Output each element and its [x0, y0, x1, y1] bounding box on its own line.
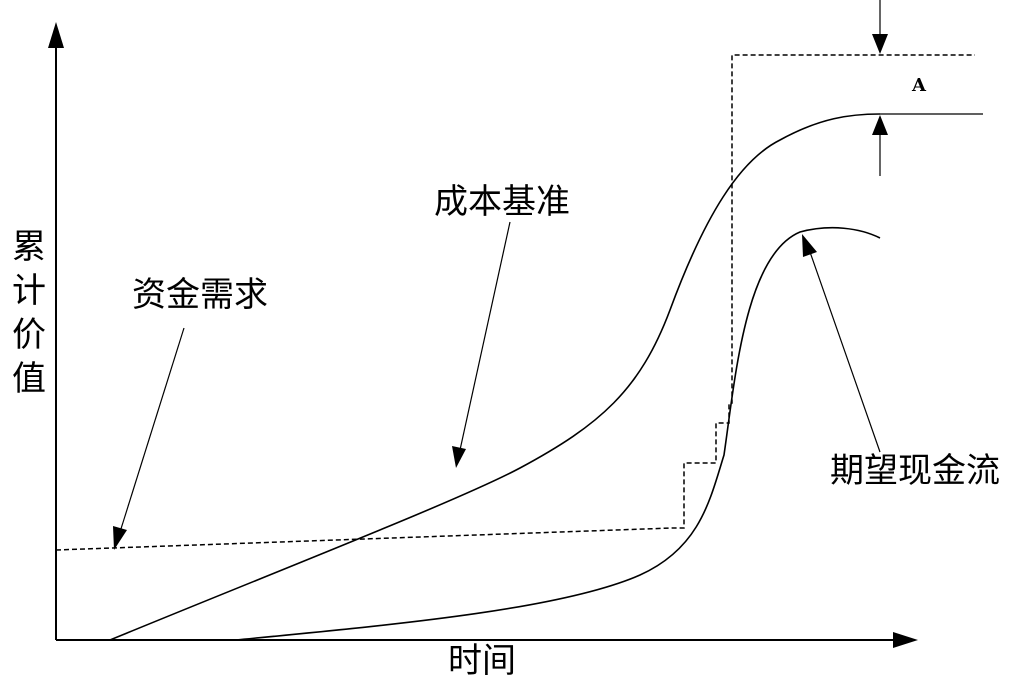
expected-cash-flow-curve — [235, 226, 881, 641]
y-axis-label: 累 计 价 值 — [12, 227, 46, 399]
funding-requirement-pointer — [119, 327, 185, 533]
funding-requirement-label: 资金需求 — [132, 275, 268, 315]
cost-baseline-label: 成本基准 — [434, 182, 570, 222]
reserve-up-arrow-icon — [872, 115, 888, 135]
y-axis-label-char: 累 — [12, 227, 46, 267]
y-axis-arrow-icon — [48, 22, 64, 48]
reserve-indicator: A — [872, 0, 927, 176]
x-axis-label: 时间 — [448, 641, 516, 677]
reserve-down-arrow-icon — [872, 34, 888, 54]
reserve-label: A — [911, 75, 927, 96]
y-axis-label-char: 价 — [12, 315, 46, 355]
expected-cash-flow-pointer — [809, 251, 881, 453]
cost-baseline-arrow-icon — [452, 446, 466, 468]
funding-requirement-line — [55, 54, 975, 551]
x-axis-arrow-icon — [893, 632, 918, 648]
y-axis-label-char: 值 — [12, 359, 46, 399]
axes — [48, 22, 918, 648]
funding-requirement-callout: 资金需求 — [113, 275, 268, 550]
cost-baseline-callout: 成本基准 — [434, 182, 570, 468]
cost-baseline-pointer — [459, 221, 511, 451]
funding-requirement-arrow-icon — [113, 526, 127, 550]
cost-baseline-curve — [109, 113, 881, 641]
expected-cash-flow-callout: 期望现金流 — [802, 234, 1000, 491]
expected-cash-flow-arrow-icon — [802, 234, 817, 257]
expected-cash-flow-label: 期望现金流 — [830, 451, 1000, 491]
y-axis-label-char: 计 — [12, 271, 46, 311]
